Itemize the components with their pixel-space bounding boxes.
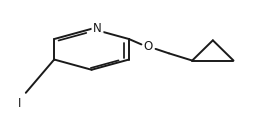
Text: N: N [92,22,101,35]
Text: I: I [18,97,21,110]
Text: O: O [144,40,153,53]
